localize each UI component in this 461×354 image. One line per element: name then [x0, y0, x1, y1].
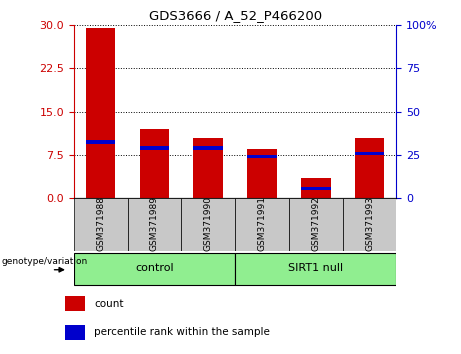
Bar [86, 141, 115, 144]
Bar [355, 138, 384, 198]
Text: GSM371992: GSM371992 [311, 196, 320, 251]
Text: count: count [94, 298, 124, 309]
Bar [65, 296, 85, 312]
Title: GDS3666 / A_52_P466200: GDS3666 / A_52_P466200 [148, 9, 322, 22]
FancyBboxPatch shape [74, 198, 128, 251]
Bar [86, 28, 115, 198]
FancyBboxPatch shape [128, 198, 181, 251]
FancyBboxPatch shape [181, 198, 235, 251]
Text: GSM371989: GSM371989 [150, 196, 159, 251]
FancyBboxPatch shape [74, 253, 235, 285]
FancyBboxPatch shape [235, 253, 396, 285]
Bar [301, 187, 331, 190]
FancyBboxPatch shape [343, 198, 396, 251]
Text: GSM371988: GSM371988 [96, 196, 105, 251]
Bar [194, 146, 223, 150]
Text: GSM371991: GSM371991 [258, 196, 266, 251]
Bar [140, 129, 169, 198]
FancyBboxPatch shape [289, 198, 343, 251]
Text: GSM371990: GSM371990 [204, 196, 213, 251]
Text: SIRT1 null: SIRT1 null [288, 263, 343, 273]
Bar [301, 178, 331, 198]
Bar [355, 152, 384, 155]
Text: percentile rank within the sample: percentile rank within the sample [94, 327, 270, 337]
Bar [194, 138, 223, 198]
Text: genotype/variation: genotype/variation [1, 257, 88, 267]
FancyBboxPatch shape [235, 198, 289, 251]
Text: control: control [135, 263, 174, 273]
Bar [140, 146, 169, 150]
Bar [65, 325, 85, 340]
Bar [247, 149, 277, 198]
Text: GSM371993: GSM371993 [365, 196, 374, 251]
Bar [247, 155, 277, 158]
